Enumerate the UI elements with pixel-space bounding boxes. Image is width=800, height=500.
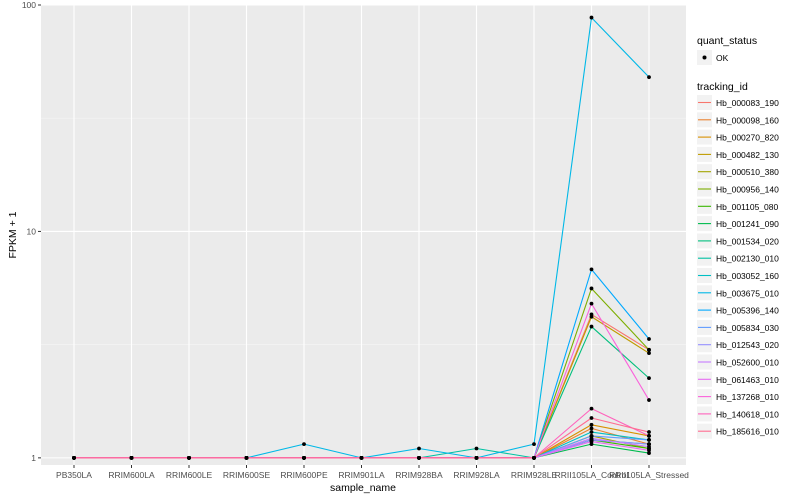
y-tick-label: 100: [22, 0, 36, 10]
data-point: [532, 455, 536, 460]
legend-label-Hb_061463_010: Hb_061463_010: [716, 375, 779, 385]
data-point: [359, 455, 364, 460]
legend-point-ok: [702, 55, 707, 60]
data-point: [647, 337, 651, 341]
data-point: [417, 446, 421, 451]
data-point: [589, 267, 594, 272]
y-tick-label: 1: [31, 453, 36, 463]
data-point: [589, 436, 594, 441]
y-tick-label: 10: [27, 226, 37, 236]
data-point: [647, 75, 651, 80]
x-tick-label: RRIM600LA: [108, 470, 155, 480]
legend-label-Hb_002130_010: Hb_002130_010: [716, 254, 779, 264]
legend-label-Hb_005396_140: Hb_005396_140: [716, 306, 779, 316]
data-point: [647, 444, 651, 449]
x-tick-label: RRIM928LE: [511, 470, 558, 480]
data-point: [647, 451, 651, 455]
data-point: [589, 430, 594, 434]
data-point: [647, 438, 651, 442]
legend-label-Hb_052600_010: Hb_052600_010: [716, 358, 779, 368]
legend-series-items: Hb_000083_190 Hb_000098_160 Hb_000270_820 H…: [697, 95, 779, 439]
data-point: [647, 398, 651, 402]
data-point: [589, 301, 594, 306]
legend-label-Hb_000083_190: Hb_000083_190: [716, 98, 779, 108]
series-points: [72, 15, 651, 460]
data-point: [647, 434, 651, 438]
x-tick-label: RRIM600SE: [223, 470, 271, 480]
x-axis-title: sample_name: [330, 482, 396, 494]
data-point: [647, 347, 651, 352]
legend-label-Hb_001534_020: Hb_001534_020: [716, 236, 779, 246]
legend: quant_status OK tracking_id Hb_000083_19…: [697, 35, 779, 439]
data-point: [647, 376, 651, 381]
data-point: [72, 455, 76, 460]
legend-label-Hb_137268_010: Hb_137268_010: [716, 392, 779, 402]
legend-label-Hb_000482_130: Hb_000482_130: [716, 150, 779, 160]
plot-panel: [41, 5, 686, 465]
legend-label-Hb_003052_160: Hb_003052_160: [716, 271, 779, 281]
x-tick-label: RRII105LA_Stressed: [609, 470, 689, 480]
x-tick-label: RRIM600LE: [166, 470, 213, 480]
legend-label-Hb_001105_080: Hb_001105_080: [716, 202, 779, 212]
legend-label-Hb_140618_010: Hb_140618_010: [716, 409, 779, 419]
data-point: [589, 286, 594, 291]
legend-title-quant-status: quant_status: [697, 35, 757, 47]
x-tick-label: RRIM928BA: [395, 470, 443, 480]
x-tick-label: RRII105LA_Control: [555, 470, 629, 480]
y-axis-title: FPKM + 1: [7, 211, 19, 258]
legend-label-Hb_012543_020: Hb_012543_020: [716, 340, 779, 350]
data-point: [647, 430, 651, 434]
legend-label-Hb_001241_090: Hb_001241_090: [716, 219, 779, 229]
data-point: [302, 442, 306, 447]
x-tick-label: RRIM928LA: [453, 470, 500, 480]
legend-label-Hb_000956_140: Hb_000956_140: [716, 185, 779, 195]
data-point: [244, 455, 249, 460]
major-grid: [41, 4, 686, 465]
data-point: [589, 439, 594, 444]
data-point: [417, 455, 421, 460]
y-axis-ticks: 1 10 100: [22, 0, 41, 463]
legend-label-Hb_000270_820: Hb_000270_820: [716, 133, 779, 143]
legend-label-Hb_005834_030: Hb_005834_030: [716, 323, 779, 333]
x-axis-ticks: PB350LA RRIM600LA RRIM600LE RRIM600SE RRIM60…: [56, 465, 689, 480]
legend-title-tracking-id: tracking_id: [697, 81, 748, 93]
data-point: [647, 448, 651, 453]
data-point: [647, 351, 651, 356]
data-point: [532, 442, 536, 447]
data-point: [589, 15, 594, 20]
data-point: [474, 446, 479, 451]
legend-label-Hb_003675_010: Hb_003675_010: [716, 288, 779, 298]
legend-label-Hb_185616_010: Hb_185616_010: [716, 427, 779, 437]
data-point: [187, 455, 191, 460]
data-point: [589, 324, 594, 329]
x-tick-label: PB350LA: [56, 470, 92, 480]
legend-label-ok: OK: [716, 53, 729, 63]
data-point: [302, 455, 306, 460]
data-point: [129, 455, 134, 460]
data-point: [589, 416, 594, 420]
data-point: [589, 314, 594, 319]
data-point: [474, 455, 479, 460]
minor-grid: [41, 117, 686, 345]
data-point: [647, 442, 651, 447]
legend-label-Hb_000510_380: Hb_000510_380: [716, 167, 779, 177]
x-tick-label: RRIM600PE: [280, 470, 328, 480]
data-point: [589, 422, 594, 427]
legend-label-Hb_000098_160: Hb_000098_160: [716, 115, 779, 125]
data-point: [589, 406, 594, 411]
data-point: [589, 426, 594, 431]
x-tick-label: RRIM901LA: [338, 470, 385, 480]
